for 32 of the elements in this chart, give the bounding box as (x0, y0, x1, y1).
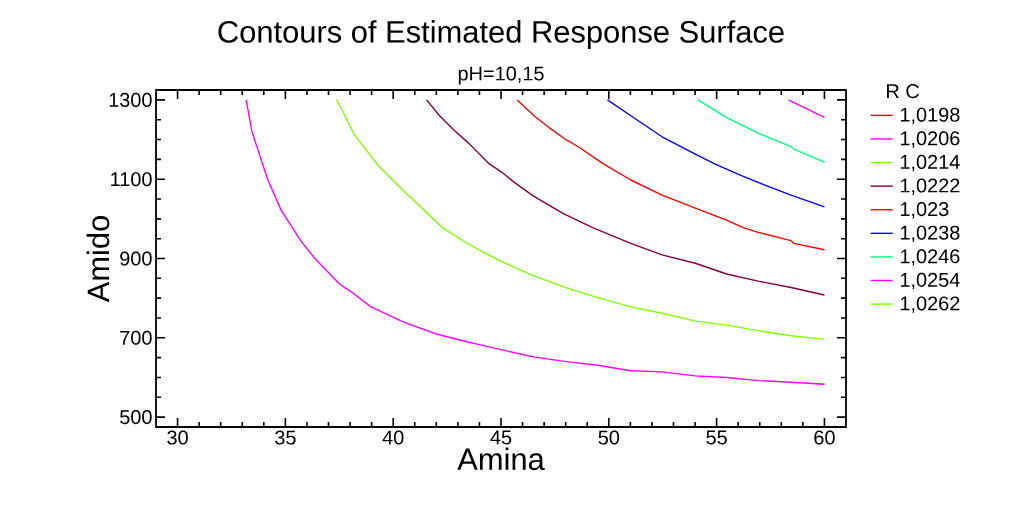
x-tick-label: 55 (706, 430, 727, 445)
legend-label: 1,0206 (900, 131, 960, 148)
chart-subtitle: pH=10,15 (458, 66, 544, 85)
legend-label: 1,0246 (900, 249, 960, 266)
y-tick-label: 700 (120, 330, 152, 345)
chart-title: Contours of Estimated Response Surface (218, 20, 784, 49)
line-series (245, 99, 826, 385)
line-series (697, 99, 826, 163)
legend-label: 1,023 (900, 202, 949, 219)
legend-label: 1,0222 (900, 178, 960, 195)
y-axis-title: Amido (86, 216, 110, 303)
line-series (516, 99, 826, 251)
y-tick-label: 1300 (109, 92, 152, 107)
x-tick-label: 35 (275, 430, 296, 445)
x-tick-label: 60 (814, 430, 835, 445)
y-tick-label: 900 (120, 251, 152, 266)
line-series (606, 99, 826, 208)
legend-label: 1,0254 (900, 272, 960, 290)
x-tick-label: 30 (167, 430, 188, 445)
legend-label: 1,0198 (900, 107, 960, 125)
legend-label: 1,0262 (900, 296, 960, 313)
legend-title: R C (887, 84, 919, 99)
line-series (425, 99, 826, 296)
y-tick-label: 1100 (111, 172, 152, 187)
legend-label: 1,0214 (900, 154, 960, 172)
x-tick-label: 50 (598, 430, 620, 445)
line-series (335, 99, 826, 341)
x-tick-label: 40 (382, 430, 404, 445)
x-tick-label: 45 (490, 430, 512, 445)
x-axis-title: Amina (457, 447, 545, 471)
legend-label: 1,0238 (900, 225, 960, 243)
y-tick-label: 500 (120, 410, 152, 425)
